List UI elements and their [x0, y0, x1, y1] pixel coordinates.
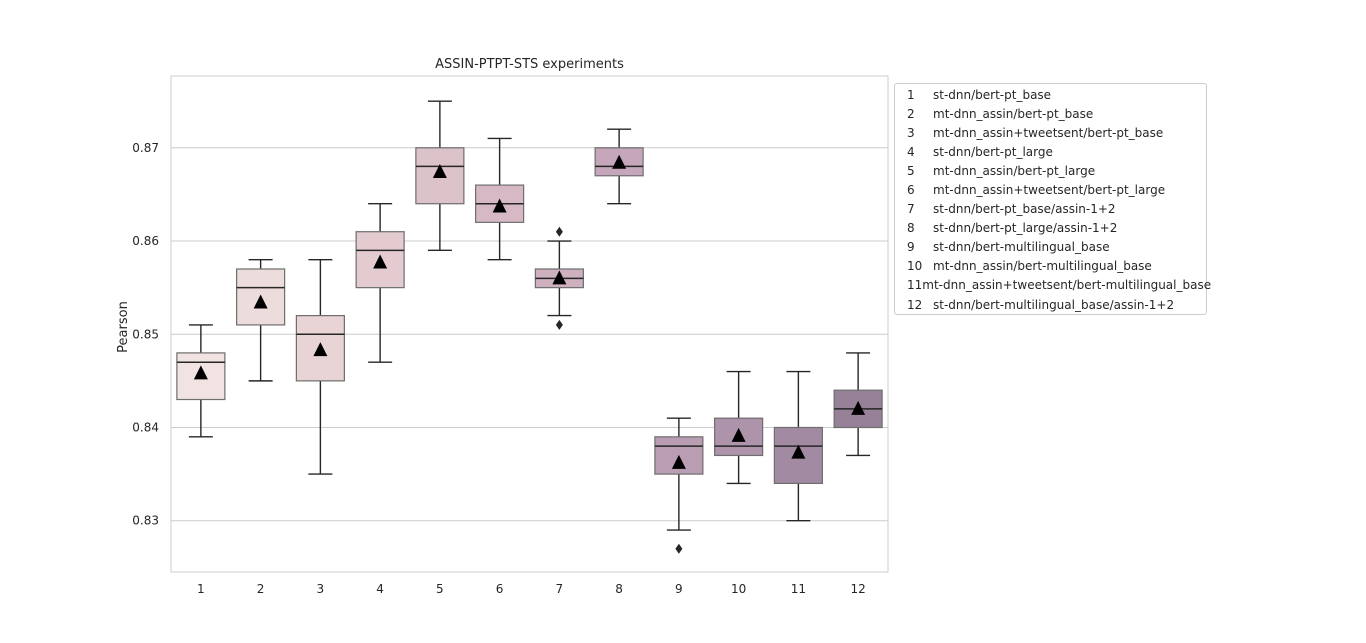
mean-marker [612, 154, 627, 169]
outlier-point [555, 226, 563, 237]
outlier-point [555, 319, 563, 330]
mean-marker [313, 342, 328, 357]
legend-key: 1 [907, 87, 915, 102]
grid-lines [171, 147, 888, 522]
legend-key: 8 [907, 221, 915, 236]
x-tick-label: 2 [257, 582, 265, 596]
legend-label: mt-dnn_assin+tweetsent/bert-pt_base [933, 125, 1164, 140]
chart-title: ASSIN-PTPT-STS experiments [435, 57, 624, 72]
mean-marker [851, 400, 866, 415]
x-tick-label: 4 [376, 582, 384, 596]
legend-label: st-dnn/bert-pt_base [933, 87, 1052, 102]
legend-label: mt-dnn_assin/bert-pt_base [933, 106, 1094, 121]
legend-key: 5 [907, 163, 915, 178]
legend-item: 12 st-dnn/bert-multilingual_base/assin-1+… [895, 295, 1206, 314]
boxes [176, 100, 883, 554]
x-tick-labels: 1 2 3 4 5 6 7 8 9 10 11 12 [197, 582, 866, 596]
legend-item: 10 mt-dnn_assin/bert-multilingual_base [895, 257, 1206, 276]
y-tick-label: 0.87 [132, 141, 159, 155]
x-tick-label: 8 [615, 582, 623, 596]
legend-key: 12 [907, 297, 923, 312]
legend-key: 9 [907, 240, 915, 255]
legend: 1 st-dnn/bert-pt_base 2 mt-dnn_assin/bert-p… [894, 83, 1211, 315]
x-tick-label: 5 [436, 582, 444, 596]
box-group-10 [714, 370, 764, 485]
box-group-8 [594, 128, 644, 205]
legend-label: mt-dnn_assin+tweetsent/bert-pt_large [933, 183, 1166, 198]
outlier-point [675, 543, 683, 554]
y-tick-label: 0.83 [132, 514, 159, 528]
x-tick-label: 6 [496, 582, 504, 596]
box-group-2 [236, 258, 286, 382]
legend-item: 7 st-dnn/bert-pt_base/assin-1+2 [895, 200, 1206, 219]
x-tick-label: 10 [731, 582, 746, 596]
legend-item: 2 mt-dnn_assin/bert-pt_base [895, 104, 1206, 123]
legend-label: st-dnn/bert-pt_large/assin-1+2 [933, 221, 1118, 236]
box-group-1 [176, 324, 226, 438]
legend-label: mt-dnn_assin+tweetsent/bert-multilingual… [922, 278, 1212, 293]
mean-marker [432, 164, 447, 179]
y-tick-label: 0.86 [132, 234, 159, 248]
legend-key: 6 [907, 183, 915, 198]
legend-item: 6 mt-dnn_assin+tweetsent/bert-pt_large [895, 180, 1206, 199]
legend-key: 10 [907, 259, 923, 274]
box-group-4 [355, 203, 405, 363]
x-tick-label: 3 [317, 582, 325, 596]
legend-item: 9 st-dnn/bert-multilingual_base [895, 238, 1206, 257]
box-group-9 [654, 417, 704, 554]
legend-label: mt-dnn_assin/bert-pt_large [933, 163, 1096, 178]
x-tick-label: 9 [675, 582, 683, 596]
legend-key: 4 [907, 144, 915, 159]
legend-label: mt-dnn_assin/bert-multilingual_base [933, 259, 1152, 274]
mean-marker [492, 198, 507, 213]
x-tick-label: 12 [850, 582, 865, 596]
mean-marker [671, 454, 686, 469]
box-group-12 [833, 352, 883, 457]
legend-item: 4 st-dnn/bert-pt_large [895, 142, 1206, 161]
legend-label: st-dnn/bert-multilingual_base [933, 240, 1110, 255]
legend-item: 11 mt-dnn_assin+tweetsent/bert-multilingu… [895, 276, 1211, 295]
legend-item: 3 mt-dnn_assin+tweetsent/bert-pt_base [895, 123, 1206, 142]
plot-area [170, 75, 889, 573]
legend-label: st-dnn/bert-multilingual_base/assin-1+2 [933, 297, 1175, 312]
legend-item: 1 st-dnn/bert-pt_base [895, 85, 1206, 104]
mean-marker [193, 365, 208, 380]
legend-label: st-dnn/bert-pt_base/assin-1+2 [933, 202, 1116, 217]
legend-key: 7 [907, 202, 915, 217]
box-group-6 [475, 137, 525, 261]
box-group-11 [773, 370, 823, 522]
legend-key: 3 [907, 125, 915, 140]
y-tick-labels: 0.83 0.84 0.85 0.86 0.87 [132, 141, 159, 528]
legend-key: 11 [907, 278, 923, 293]
mean-marker [552, 270, 567, 285]
y-axis-label: Pearson [116, 301, 131, 353]
x-tick-label: 7 [556, 582, 564, 596]
box-group-3 [295, 258, 345, 475]
legend-label: st-dnn/bert-pt_large [933, 144, 1053, 159]
mean-marker [731, 427, 746, 442]
y-tick-label: 0.85 [132, 327, 159, 341]
x-tick-label: 1 [197, 582, 205, 596]
mean-marker [253, 294, 268, 309]
box-group-7 [534, 226, 584, 330]
legend-key: 2 [907, 106, 915, 121]
y-tick-label: 0.84 [132, 420, 159, 434]
box-group-5 [415, 100, 465, 252]
x-tick-label: 11 [791, 582, 806, 596]
legend-item: 8 st-dnn/bert-pt_large/assin-1+2 [895, 219, 1206, 238]
mean-marker [373, 254, 388, 269]
mean-marker [791, 444, 806, 459]
legend-item: 5 mt-dnn_assin/bert-pt_large [895, 161, 1206, 180]
